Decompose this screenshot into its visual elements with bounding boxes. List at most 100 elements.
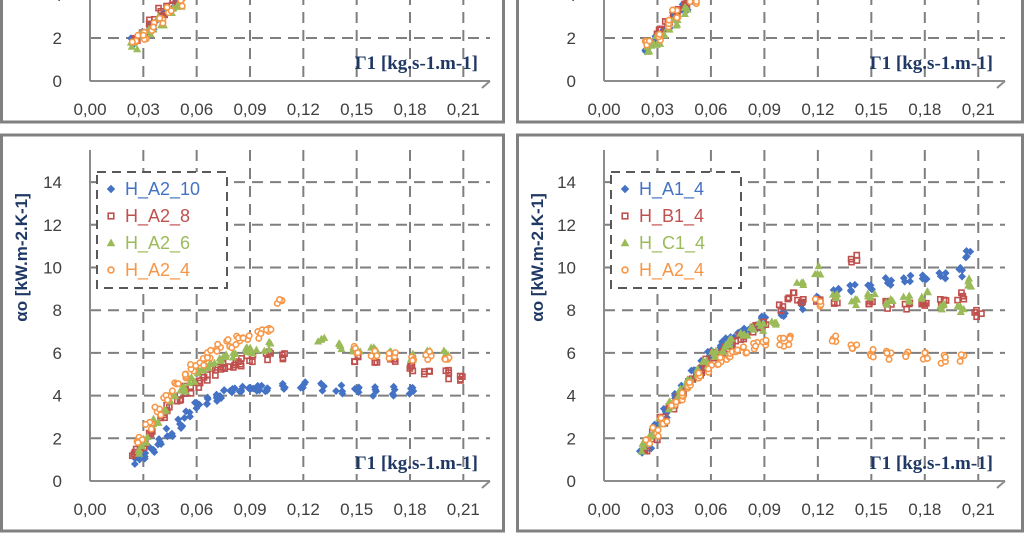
data-point bbox=[939, 299, 948, 307]
data-point bbox=[143, 432, 152, 441]
chart-panel-bottom-left: 0,00 0,03 0,06 0,09 0,12 0,15 0,18 0,21 0 2 4 6 8 10 1… bbox=[0, 133, 505, 533]
data-point bbox=[134, 439, 142, 447]
data-point bbox=[846, 286, 855, 295]
data-point bbox=[203, 399, 211, 408]
data-point bbox=[263, 384, 272, 393]
x-tick-label: 0,18 bbox=[908, 100, 941, 119]
data-point bbox=[409, 387, 418, 395]
data-point bbox=[704, 365, 712, 373]
data-point bbox=[249, 358, 256, 366]
data-point bbox=[958, 289, 965, 297]
legend-label: H_A2_6 bbox=[125, 233, 190, 254]
data-point bbox=[903, 305, 910, 313]
y-tick-label: 10 bbox=[557, 259, 576, 278]
data-point bbox=[217, 394, 226, 402]
data-point bbox=[833, 289, 842, 298]
data-point bbox=[678, 389, 686, 397]
data-point bbox=[886, 281, 895, 289]
data-point bbox=[962, 253, 970, 262]
data-point bbox=[354, 383, 363, 392]
data-point bbox=[776, 341, 784, 349]
legend-label: H_A2_10 bbox=[125, 179, 200, 200]
data-point bbox=[956, 263, 965, 272]
data-point bbox=[881, 274, 890, 282]
data-point bbox=[784, 295, 792, 303]
x-tick-label: 0,18 bbox=[908, 500, 941, 519]
data-point bbox=[219, 363, 227, 371]
data-point bbox=[280, 385, 288, 393]
data-point bbox=[736, 329, 745, 337]
data-point bbox=[959, 292, 967, 300]
data-point bbox=[264, 345, 274, 353]
y-tick-label: 8 bbox=[567, 301, 576, 320]
x-axis-label: Γ1 [kg.s-1.m-1] bbox=[870, 453, 993, 474]
data-point bbox=[155, 435, 163, 443]
data-point bbox=[409, 356, 417, 365]
data-point bbox=[743, 331, 752, 339]
x-axis-label: Γ1 [kg.s-1.m-1] bbox=[870, 53, 993, 74]
data-point bbox=[681, 3, 690, 11]
data-point bbox=[918, 271, 927, 280]
data-point bbox=[716, 354, 724, 362]
data-point bbox=[140, 452, 149, 461]
data-point bbox=[814, 261, 823, 270]
data-point bbox=[162, 424, 171, 433]
data-point bbox=[319, 382, 328, 391]
data-point bbox=[714, 360, 722, 368]
data-point bbox=[941, 353, 949, 361]
data-point bbox=[686, 0, 694, 6]
data-point bbox=[887, 276, 896, 285]
data-point bbox=[195, 377, 203, 385]
data-point bbox=[669, 6, 677, 14]
data-point bbox=[192, 398, 201, 407]
data-point bbox=[786, 335, 794, 343]
y-tick-label: 2 bbox=[567, 429, 576, 448]
data-point bbox=[685, 378, 694, 386]
data-point bbox=[962, 247, 971, 255]
data-point bbox=[187, 360, 195, 368]
data-point bbox=[134, 449, 144, 457]
data-point bbox=[264, 356, 271, 364]
data-point bbox=[645, 37, 653, 45]
data-point bbox=[799, 280, 808, 288]
data-point bbox=[797, 299, 805, 306]
series-H_A2_4 bbox=[133, 296, 453, 447]
x-tick-label: 0,06 bbox=[694, 100, 727, 119]
data-point bbox=[425, 348, 434, 356]
legend-marker bbox=[621, 212, 629, 220]
x-tick-label: 0,03 bbox=[641, 500, 674, 519]
y-tick-label: 2 bbox=[567, 29, 576, 48]
x-tick-label: 0,12 bbox=[801, 100, 834, 119]
data-point bbox=[267, 326, 275, 334]
data-point bbox=[279, 354, 287, 362]
y-tick-label: 4 bbox=[53, 387, 62, 406]
data-point bbox=[246, 343, 255, 351]
legend: H_A1_4 H_B1_4 H_C1_4 H_A2_4 bbox=[610, 171, 742, 289]
y-axis-label: αo [kW.m-2.K-1] bbox=[528, 193, 547, 322]
data-point bbox=[656, 30, 664, 38]
data-point bbox=[883, 349, 891, 357]
x-axis-arrow bbox=[481, 480, 491, 489]
data-point bbox=[154, 418, 163, 426]
data-point bbox=[885, 355, 893, 363]
data-point bbox=[956, 307, 965, 315]
data-point bbox=[902, 353, 910, 361]
data-point bbox=[245, 332, 253, 340]
data-point bbox=[756, 321, 765, 329]
data-point bbox=[906, 277, 914, 286]
data-point bbox=[973, 306, 980, 314]
series-series-3 bbox=[128, 0, 186, 46]
data-point bbox=[958, 272, 966, 281]
data-point bbox=[850, 280, 859, 289]
data-point bbox=[923, 287, 932, 295]
data-point bbox=[373, 358, 381, 366]
data-point bbox=[149, 23, 157, 31]
data-point bbox=[148, 446, 157, 454]
data-point bbox=[663, 417, 671, 426]
data-point bbox=[147, 425, 155, 433]
data-point bbox=[798, 305, 807, 314]
data-point bbox=[214, 340, 222, 348]
legend-marker bbox=[621, 266, 629, 274]
data-point bbox=[667, 402, 676, 410]
data-point bbox=[953, 301, 962, 309]
